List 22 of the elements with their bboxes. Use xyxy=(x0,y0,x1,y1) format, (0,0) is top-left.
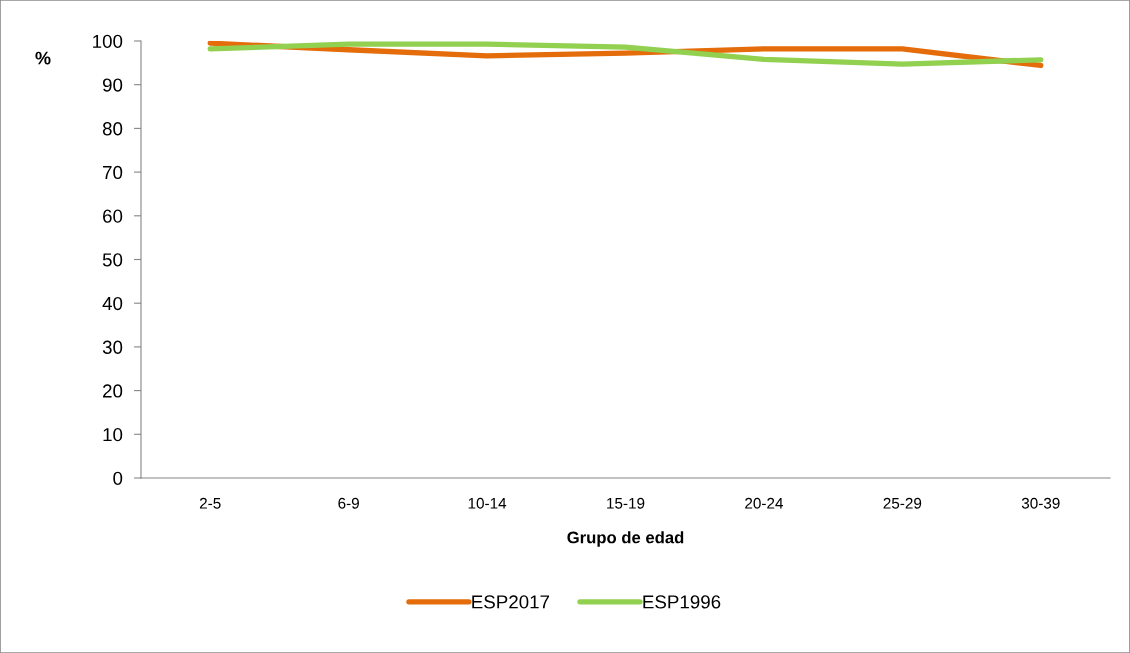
y-tick-label: 100 xyxy=(93,34,123,48)
x-tick-label: 30-39 xyxy=(1021,497,1060,509)
x-axis-title: Grupo de edad xyxy=(567,531,684,547)
legend-label: ESP1996 xyxy=(643,595,721,609)
x-tick-label: 25-29 xyxy=(883,497,922,509)
y-tick-label: 10 xyxy=(103,428,123,442)
x-tick-label: 15-19 xyxy=(607,497,645,509)
x-tick-label: 20-24 xyxy=(745,497,784,509)
y-tick-label: 20 xyxy=(103,384,123,398)
y-tick-label: 60 xyxy=(103,209,123,223)
y-tick-label: 50 xyxy=(102,253,123,267)
y-tick-label: 0 xyxy=(113,471,123,485)
y-tick-label: 90 xyxy=(102,78,123,92)
y-tick-label: 70 xyxy=(103,165,123,180)
y-tick-label: 80 xyxy=(102,122,123,136)
x-tick-label: 6-9 xyxy=(338,497,359,509)
y-tick-label: 30 xyxy=(102,340,123,354)
y-tick-label: 40 xyxy=(102,296,123,311)
x-tick-label: 2-5 xyxy=(199,497,221,509)
legend-label: ESP2017 xyxy=(472,595,550,609)
x-tick-label: 10-14 xyxy=(468,497,507,509)
y-axis-title: % xyxy=(35,51,51,65)
